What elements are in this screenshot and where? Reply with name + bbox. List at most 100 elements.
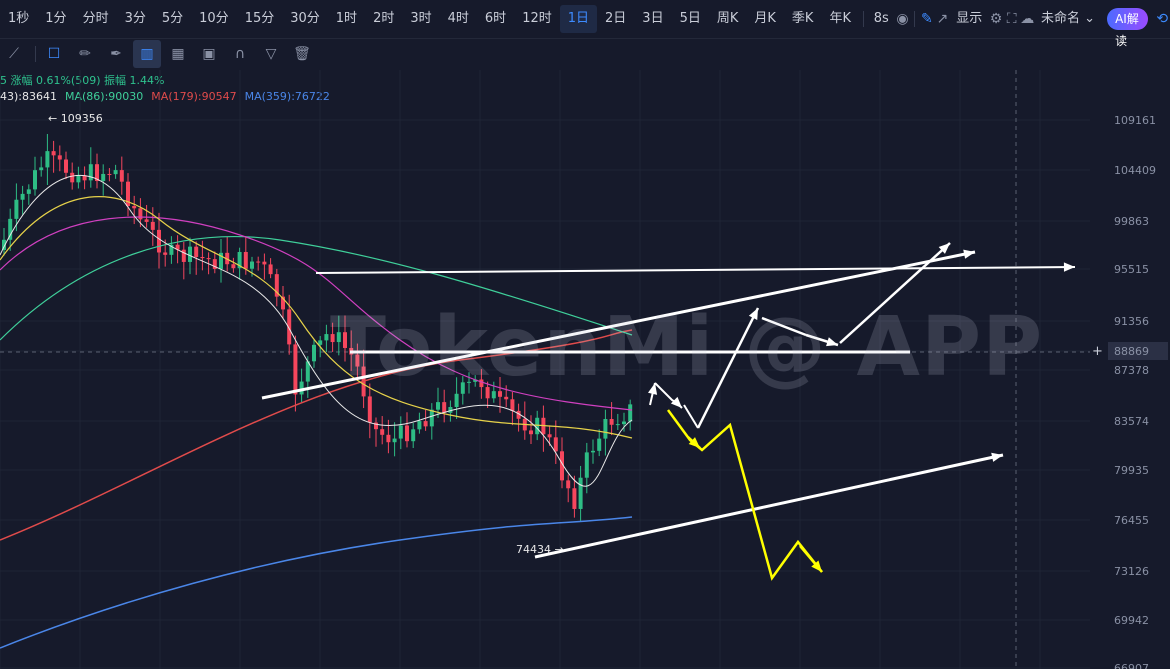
candle-body-16: [101, 173, 106, 182]
tab-timeframe-12[interactable]: 6时: [484, 11, 507, 26]
candle-body-28: [175, 244, 180, 250]
candle-body-69: [429, 409, 434, 427]
tab-timeframe-19[interactable]: 月K: [754, 11, 776, 26]
candle-body-20: [126, 181, 130, 207]
tab-timeframe-3[interactable]: 3分: [124, 11, 146, 26]
candlestick-icon[interactable]: ▥: [133, 40, 161, 68]
candle-body-37: [231, 264, 236, 269]
candle-body-25: [157, 229, 161, 253]
tab-timeframe-9[interactable]: 2时: [373, 11, 395, 26]
candle-body-31: [194, 246, 199, 257]
white-final-arrow-head: [938, 243, 950, 254]
candle-body-18: [113, 170, 118, 175]
candle-body-46: [287, 309, 292, 345]
candle-body-38: [237, 251, 242, 269]
tab-timeframe-13[interactable]: 12时: [522, 11, 552, 26]
tab-timeframe-8[interactable]: 1时: [335, 11, 358, 26]
tab-timeframe-7[interactable]: 30分: [290, 11, 320, 26]
clipboard-icon[interactable]: ▦: [171, 46, 185, 62]
tab-timeframe-15[interactable]: 2日: [605, 11, 627, 26]
tab-timeframe-4[interactable]: 5分: [161, 11, 184, 26]
pen-icon[interactable]: ✎: [920, 11, 933, 27]
brush-icon[interactable]: ✒: [110, 46, 122, 62]
cloud-icon[interactable]: ☁: [1020, 11, 1035, 27]
tab-timeframe-6[interactable]: 15分: [244, 11, 275, 26]
candle-body-47: [293, 344, 298, 395]
candle-body-72: [448, 406, 453, 413]
tab-timeframe-10[interactable]: 3时: [410, 11, 432, 26]
price-tick-0: 109161: [1114, 114, 1156, 127]
resistance-arrow-head: [1063, 262, 1075, 272]
divider: [35, 46, 36, 62]
candle-body-80: [498, 391, 502, 397]
tab-timeframe-11[interactable]: 4时: [447, 11, 469, 26]
candle-body-26: [163, 252, 168, 255]
camera-icon[interactable]: ◉: [896, 11, 909, 27]
refresh-interval[interactable]: 8s: [873, 11, 889, 26]
candle-body-9: [57, 155, 62, 160]
candle-body-89: [553, 437, 558, 452]
tab-timeframe-5[interactable]: 10分: [199, 11, 229, 26]
trash-icon[interactable]: 🗑: [293, 46, 311, 62]
divider: [914, 11, 916, 27]
share-icon[interactable]: ⟲: [1156, 11, 1169, 27]
candle-body-27: [169, 244, 174, 255]
candle-body-48: [299, 381, 304, 395]
candle-body-49: [305, 361, 310, 382]
candle-body-55: [343, 332, 347, 348]
candle-body-2: [14, 199, 19, 219]
price-tick-8: 79935: [1114, 464, 1149, 477]
price-tick-6: 87378: [1114, 364, 1149, 377]
tab-timeframe-17[interactable]: 5日: [679, 11, 701, 26]
upper-trend-arrow: [261, 250, 976, 400]
divider: [862, 11, 864, 27]
white-down-arrow-head: [826, 337, 838, 347]
candle-body-59: [367, 396, 372, 423]
candle-body-63: [392, 438, 397, 443]
price-tick-10: 73126: [1114, 565, 1149, 578]
low-price-label: 74434 →: [516, 543, 564, 556]
candle-body-54: [336, 332, 341, 343]
candle-body-81: [504, 396, 509, 400]
edit-icon[interactable]: ▣: [202, 46, 216, 62]
ma-359-line: [0, 516, 633, 649]
white-path-b: [683, 404, 699, 429]
filter-icon[interactable]: ▽: [265, 46, 277, 62]
candle-body-94: [584, 452, 589, 478]
display-button[interactable]: 显示: [956, 11, 983, 26]
tab-timeframe-20[interactable]: 季K: [791, 11, 814, 26]
tab-timeframe-14[interactable]: 1日: [559, 5, 598, 33]
price-chart[interactable]: ← 109356 74434 → 109161 104409 99863 95515 91…: [0, 70, 1170, 669]
watermark: TokenMi @ APP: [330, 300, 1044, 395]
candle-body-53: [330, 334, 335, 343]
candle-body-98: [609, 419, 614, 425]
layout-name[interactable]: 未命名 ⌄: [1035, 5, 1101, 33]
gear-icon[interactable]: ⚙: [989, 11, 1003, 27]
ma-legend-2: MA(179):90547: [151, 90, 237, 103]
ai-interpret-button[interactable]: AI解读: [1107, 8, 1149, 48]
price-axis: 109161 104409 99863 95515 91356 + 88869 87378 83…: [1092, 114, 1168, 669]
candle-body-61: [380, 429, 385, 435]
high-price-label: ← 109356: [48, 112, 103, 125]
candle-body-11: [70, 172, 75, 183]
tab-timeframe-21[interactable]: 年K: [829, 11, 851, 26]
tab-timeframe-2[interactable]: 分时: [82, 11, 109, 26]
line-tool-icon[interactable]: ⟋: [9, 46, 19, 62]
fullscreen-icon[interactable]: ⛶: [1006, 11, 1017, 27]
lower-trend-arrow: [534, 453, 1004, 559]
tab-timeframe-18[interactable]: 周K: [716, 11, 739, 26]
external-link-icon[interactable]: ↗: [936, 11, 949, 27]
magnet-icon[interactable]: ∩: [234, 46, 246, 62]
candle-body-42: [262, 261, 267, 265]
tab-timeframe-16[interactable]: 3日: [642, 11, 664, 26]
tab-timeframe-1[interactable]: 1分: [45, 11, 67, 26]
yellow-path: [666, 409, 823, 581]
candle-body-34: [212, 259, 217, 269]
candle-body-68: [423, 421, 428, 427]
tab-timeframe-0[interactable]: 1秒: [8, 11, 30, 26]
ruler-icon[interactable]: ✏: [79, 46, 91, 62]
candle-body-5: [33, 170, 37, 190]
current-price-box: [1108, 342, 1168, 360]
bookmark-icon[interactable]: ☐: [47, 46, 61, 62]
candle-body-97: [603, 419, 608, 439]
